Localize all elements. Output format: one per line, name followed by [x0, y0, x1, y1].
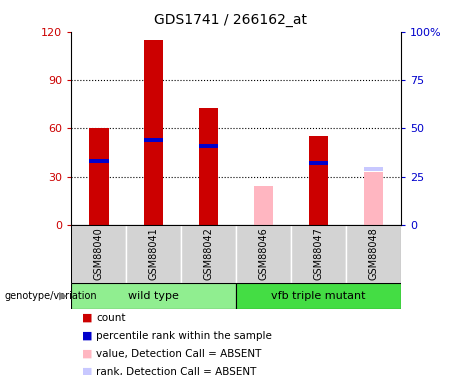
Text: GSM88042: GSM88042	[204, 228, 214, 280]
Text: GSM88048: GSM88048	[369, 228, 378, 280]
Bar	[291, 225, 346, 283]
Text: ▶: ▶	[59, 291, 67, 301]
Bar	[309, 136, 328, 225]
Bar	[346, 225, 401, 283]
Text: count: count	[96, 313, 125, 323]
Bar	[144, 40, 164, 225]
Bar	[71, 283, 236, 309]
Bar	[309, 161, 328, 165]
Bar	[199, 144, 219, 148]
Text: value, Detection Call = ABSENT: value, Detection Call = ABSENT	[96, 349, 261, 359]
Text: percentile rank within the sample: percentile rank within the sample	[96, 331, 272, 341]
Bar	[199, 108, 219, 225]
Text: GSM88040: GSM88040	[94, 228, 104, 280]
Bar	[144, 138, 164, 142]
Text: ■: ■	[83, 331, 93, 341]
Text: GSM88046: GSM88046	[259, 228, 269, 280]
Text: GDS1741 / 266162_at: GDS1741 / 266162_at	[154, 13, 307, 27]
Bar	[236, 225, 291, 283]
Text: genotype/variation: genotype/variation	[5, 291, 97, 301]
Bar	[254, 186, 273, 225]
Text: GSM88041: GSM88041	[149, 228, 159, 280]
Text: GSM88047: GSM88047	[313, 228, 324, 280]
Bar	[71, 225, 126, 283]
Text: ■: ■	[83, 313, 93, 323]
Bar	[89, 128, 108, 225]
Bar	[126, 225, 181, 283]
Bar	[89, 159, 108, 163]
Text: ■: ■	[83, 349, 93, 359]
Text: vfb triple mutant: vfb triple mutant	[272, 291, 366, 301]
Bar	[364, 172, 383, 225]
Text: ■: ■	[83, 367, 93, 375]
Bar	[236, 283, 401, 309]
Bar	[181, 225, 236, 283]
Text: rank, Detection Call = ABSENT: rank, Detection Call = ABSENT	[96, 367, 256, 375]
Bar	[364, 167, 383, 171]
Text: wild type: wild type	[129, 291, 179, 301]
